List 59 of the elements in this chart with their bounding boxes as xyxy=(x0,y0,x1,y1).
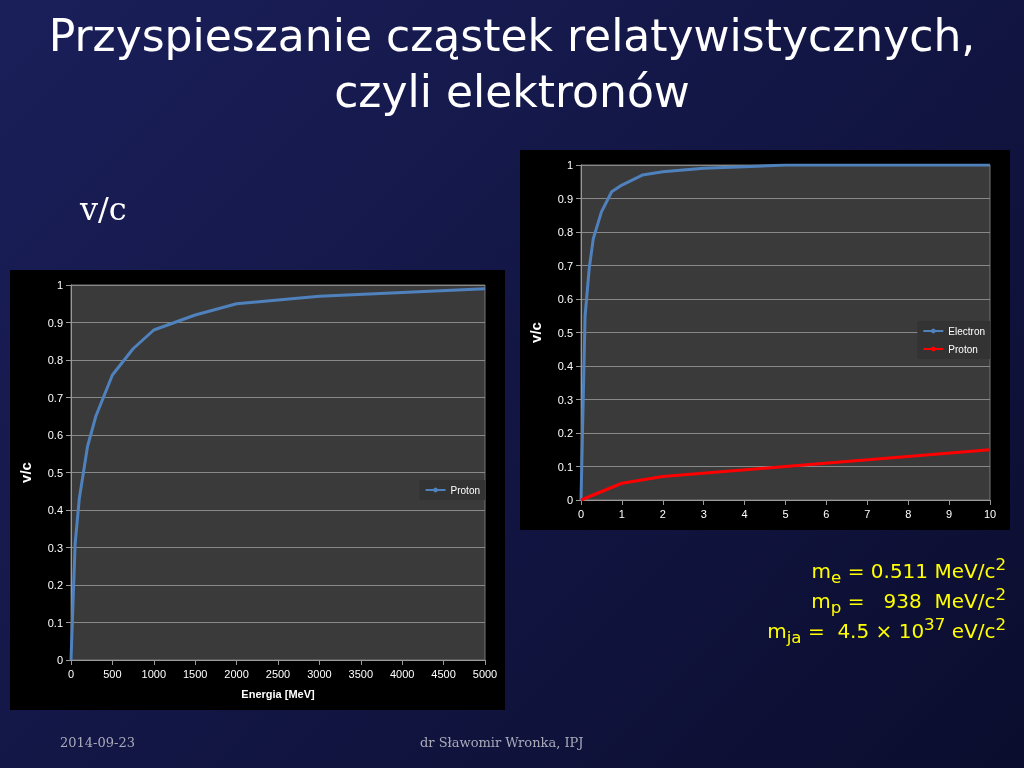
text: m$_{ja}$ = 4.5 × 10$^{37}$ eV/c$^{2}$ xyxy=(767,615,1006,647)
x-tick-label: 1500 xyxy=(182,667,208,680)
text: dr Sławomir Wronka, IPJ xyxy=(420,735,584,750)
legend-label: Proton xyxy=(948,343,978,355)
x-tick-label: 5 xyxy=(782,507,789,520)
y-tick-label: 0.1 xyxy=(557,460,573,473)
y-tick-label: 0.4 xyxy=(557,360,573,372)
y-tick-label: 0.9 xyxy=(557,192,573,205)
x-tick-label: 2000 xyxy=(224,667,249,680)
x-tick-label: 500 xyxy=(103,667,122,680)
text: m$_{e}$ = 0.511 MeV/c$^{2}$ xyxy=(811,555,1006,587)
x-tick-label: 9 xyxy=(946,507,953,520)
x-tick-label: 3500 xyxy=(348,667,374,680)
x-tick-label: 0 xyxy=(577,507,585,520)
y-tick-label: 0.9 xyxy=(47,316,63,329)
y-tick-label: 0.8 xyxy=(557,226,573,238)
line-series xyxy=(69,287,487,662)
y-tick-label: 0.4 xyxy=(47,504,63,516)
x-tick-label: 3 xyxy=(700,507,707,520)
y-axis-title: v/c xyxy=(17,462,34,483)
x-tick-label: 7 xyxy=(864,507,871,520)
y-tick-label: 1 xyxy=(56,279,63,291)
x-tick-label: 1000 xyxy=(141,667,167,680)
text: m$_{p}$ = 938 MeV/c$^{2}$ xyxy=(811,585,1006,617)
x-tick-label: 1 xyxy=(618,507,625,520)
text: 2014-09-23 xyxy=(60,735,135,750)
y-tick-label: 0.2 xyxy=(557,427,573,439)
x-tick-label: 8 xyxy=(905,507,912,520)
x-tick-label: 4 xyxy=(741,507,748,520)
legend-label: Proton xyxy=(450,484,481,496)
x-tick-label: 2 xyxy=(659,507,666,520)
y-tick-label: 0.3 xyxy=(47,541,63,554)
y-tick-label: 0 xyxy=(566,494,573,506)
y-tick-label: 0 xyxy=(56,654,63,666)
y-tick-label: 0.7 xyxy=(47,391,63,404)
y-tick-label: 0.3 xyxy=(557,393,573,406)
y-tick-label: 0.6 xyxy=(557,293,573,305)
y-tick-label: 0.2 xyxy=(47,579,63,591)
x-tick-label: 3000 xyxy=(307,667,332,680)
legend-label: Electron xyxy=(948,325,985,337)
y-tick-label: 0.5 xyxy=(47,466,63,479)
y-tick-label: 0.6 xyxy=(47,429,63,441)
y-axis-title: v/c xyxy=(527,322,544,343)
x-tick-label: 0 xyxy=(67,667,75,680)
y-tick-label: 0.7 xyxy=(557,259,573,272)
line-series xyxy=(579,163,992,502)
x-tick-label: 6 xyxy=(823,507,830,520)
y-tick-label: 0.5 xyxy=(557,326,573,339)
x-axis-title: Energia [MeV] xyxy=(241,687,315,700)
x-tick-label: 2500 xyxy=(265,667,291,680)
x-tick-label: 5000 xyxy=(472,667,498,680)
y-tick-label: 0.1 xyxy=(47,616,63,629)
y-tick-label: 0.8 xyxy=(47,354,63,366)
x-tick-label: 4500 xyxy=(431,667,456,680)
text: v/c xyxy=(80,190,127,228)
x-tick-label: 10 xyxy=(983,507,997,520)
chart-title: Przyspieszanie cząstek relatywistycznych, czyli elektronów xyxy=(47,9,977,119)
y-tick-label: 1 xyxy=(566,159,573,171)
x-tick-label: 4000 xyxy=(389,667,415,680)
